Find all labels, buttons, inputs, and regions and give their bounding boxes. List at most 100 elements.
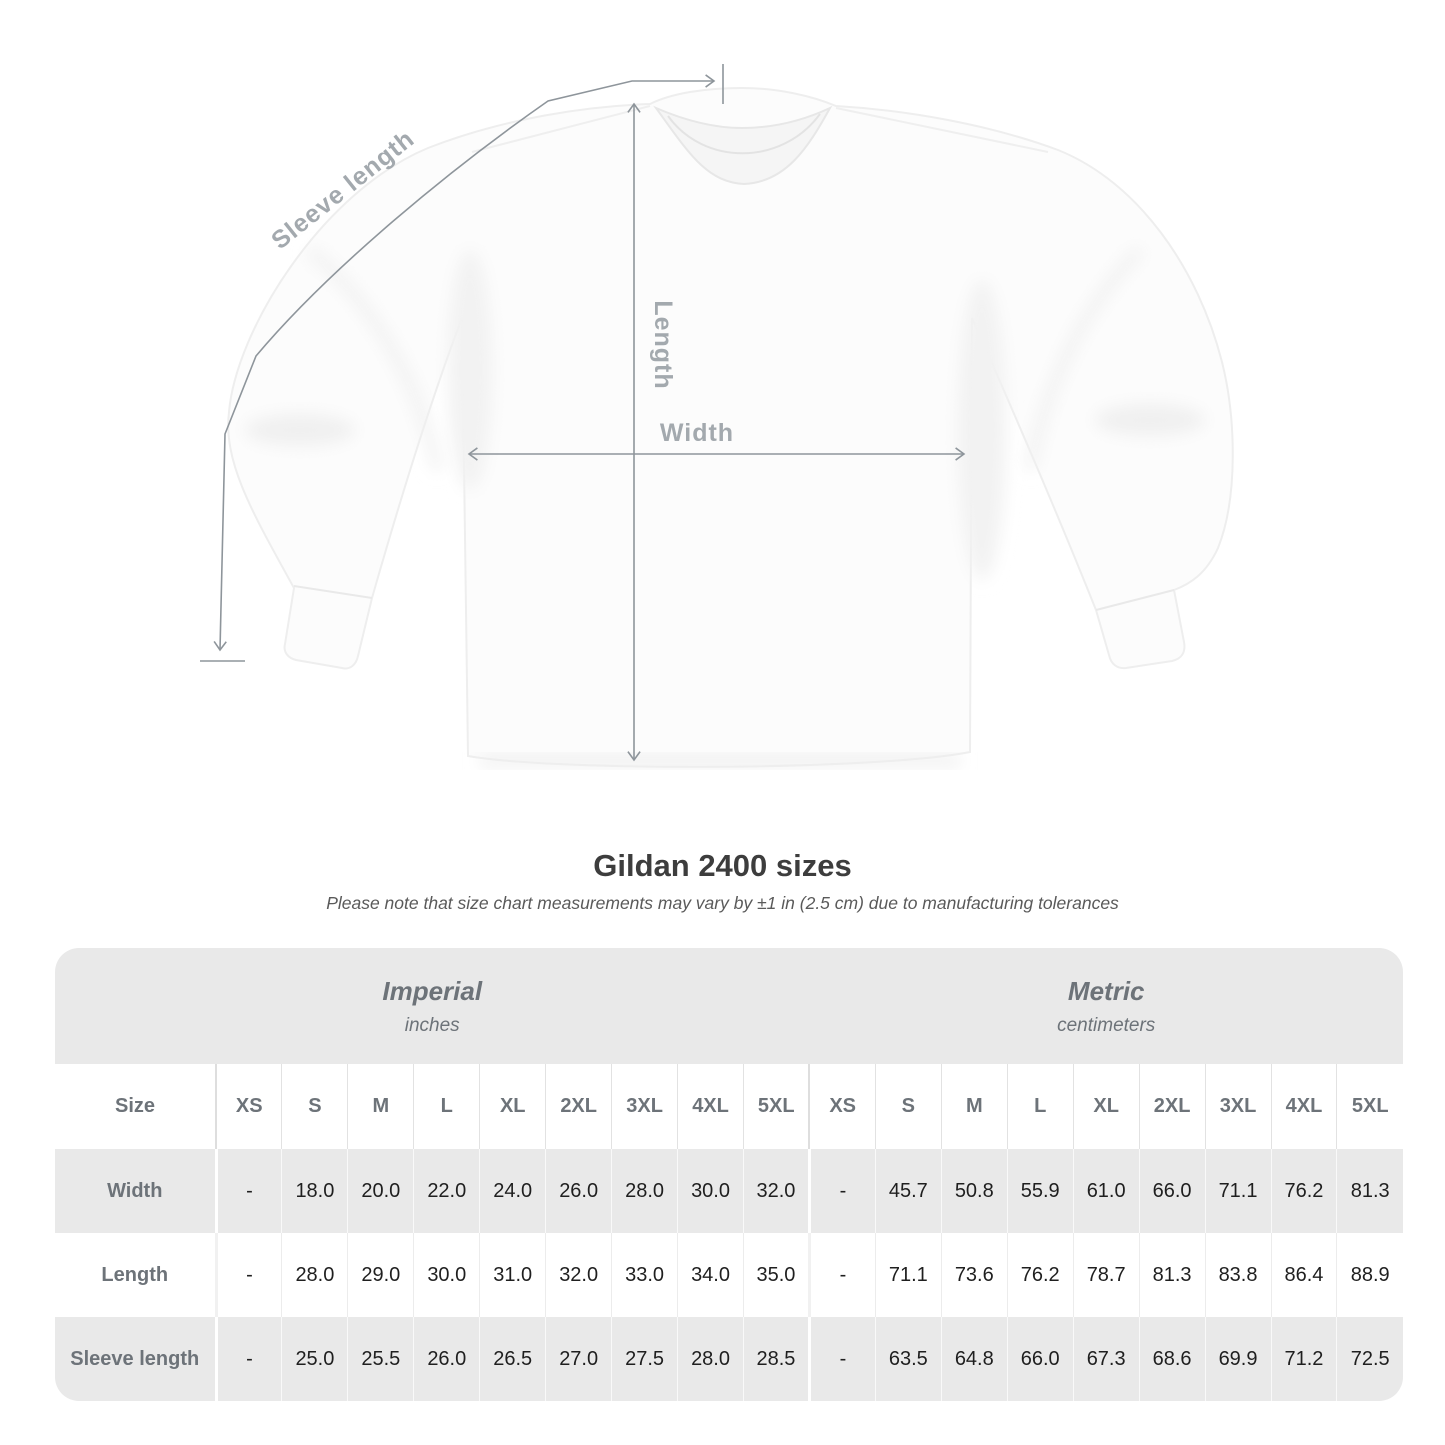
cell: 26.0	[413, 1317, 480, 1401]
length-label: Length	[649, 300, 677, 389]
cell: 35.0	[743, 1233, 810, 1317]
cell: 63.5	[874, 1317, 942, 1401]
cell: 61.0	[1072, 1149, 1140, 1233]
imperial-sublabel: inches	[404, 1014, 460, 1036]
metric-sublabel: centimeters	[1057, 1014, 1156, 1036]
shadow-right-elbow	[1095, 404, 1205, 436]
cell: 69.9	[1204, 1317, 1271, 1401]
cell: 64.8	[940, 1317, 1008, 1401]
unit-group-header-row: Imperial inches Metric centimeters	[55, 948, 1403, 1064]
cell: -	[214, 1317, 282, 1401]
size-header-imperial-xl: XL	[479, 1064, 546, 1149]
cell: 72.5	[1336, 1317, 1403, 1401]
size-header-imperial-4xl: 4XL	[677, 1064, 744, 1149]
cell: 55.9	[1006, 1149, 1074, 1233]
cell: 18.0	[281, 1149, 348, 1233]
cell: 31.0	[479, 1233, 546, 1317]
cell: 28.0	[611, 1149, 678, 1233]
cell: 78.7	[1072, 1233, 1140, 1317]
size-table: Imperial inches Metric centimeters Size …	[55, 948, 1403, 1401]
cell: 73.6	[940, 1233, 1008, 1317]
cell: 71.1	[874, 1233, 942, 1317]
cell: 27.5	[611, 1317, 678, 1401]
size-header-metric-4xl: 4XL	[1270, 1064, 1337, 1149]
shadow-left-elbow	[245, 414, 355, 446]
shadow-right-side	[958, 280, 1006, 580]
size-header-row: Size XS S M L XL 2XL 3XL 4XL 5XL XS S M …	[55, 1064, 1403, 1149]
shadow-hem	[480, 756, 960, 766]
size-header-imperial-m: M	[347, 1064, 414, 1149]
cell: 30.0	[413, 1233, 480, 1317]
cell: 81.3	[1336, 1149, 1403, 1233]
cell: 86.4	[1270, 1233, 1337, 1317]
cell: 22.0	[413, 1149, 480, 1233]
cell: 71.2	[1270, 1317, 1337, 1401]
cell: 26.5	[479, 1317, 546, 1401]
cell: 33.0	[611, 1233, 678, 1317]
table-row-width: Width - 18.0 20.0 22.0 24.0 26.0 28.0 30…	[55, 1149, 1403, 1233]
cell: 45.7	[874, 1149, 942, 1233]
row-label-width: Width	[55, 1149, 216, 1233]
cell: 29.0	[347, 1233, 414, 1317]
cell: 66.0	[1138, 1149, 1206, 1233]
shirt-measurement-diagram: Sleeve length Length Width	[200, 64, 1234, 768]
page-subtitle: Please note that size chart measurements…	[326, 893, 1119, 913]
cell: 81.3	[1138, 1233, 1206, 1317]
cell: 26.0	[545, 1149, 612, 1233]
size-header-imperial-5xl: 5XL	[743, 1064, 810, 1149]
cell: 30.0	[677, 1149, 744, 1233]
measurement-lines	[200, 64, 966, 762]
size-header-metric-xl: XL	[1072, 1064, 1140, 1149]
size-header-metric-3xl: 3XL	[1204, 1064, 1271, 1149]
cell: 32.0	[545, 1233, 612, 1317]
cell: -	[807, 1233, 876, 1317]
size-header-metric-s: S	[874, 1064, 942, 1149]
cell: -	[214, 1149, 282, 1233]
metric-label: Metric	[1067, 975, 1145, 1006]
group-header-metric: Metric centimeters	[809, 948, 1403, 1064]
cell: 25.0	[281, 1317, 348, 1401]
size-column-header: Size	[55, 1064, 216, 1149]
size-header-imperial-s: S	[281, 1064, 348, 1149]
row-label-sleeve-length: Sleeve length	[55, 1317, 216, 1401]
cell: 25.5	[347, 1317, 414, 1401]
cell: -	[214, 1233, 282, 1317]
size-header-imperial-xs: XS	[215, 1064, 282, 1149]
cell: 68.6	[1138, 1317, 1206, 1401]
size-header-metric-2xl: 2XL	[1138, 1064, 1206, 1149]
cell: -	[807, 1317, 876, 1401]
cell: 20.0	[347, 1149, 414, 1233]
size-table-container: Imperial inches Metric centimeters Size …	[55, 948, 1403, 1401]
cell: 24.0	[479, 1149, 546, 1233]
cell: 32.0	[743, 1149, 810, 1233]
cell: 28.5	[743, 1317, 810, 1401]
cell: 27.0	[545, 1317, 612, 1401]
sleeve-length-line	[213, 74, 716, 652]
size-header-metric-xs: XS	[808, 1064, 876, 1149]
size-header-metric-m: M	[940, 1064, 1008, 1149]
cell: 83.8	[1204, 1233, 1271, 1317]
right-cuff-seam	[1095, 589, 1175, 611]
cell: 76.2	[1270, 1149, 1337, 1233]
row-label-length: Length	[55, 1233, 216, 1317]
table-row-length: Length - 28.0 29.0 30.0 31.0 32.0 33.0 3…	[55, 1233, 1403, 1317]
cell: 66.0	[1006, 1317, 1074, 1401]
cell: 50.8	[940, 1149, 1008, 1233]
table-row-sleeve-length: Sleeve length - 25.0 25.5 26.0 26.5 27.0…	[55, 1317, 1403, 1401]
width-label: Width	[660, 419, 734, 447]
cell: 88.9	[1336, 1233, 1403, 1317]
group-header-imperial: Imperial inches	[55, 948, 810, 1064]
cell: 28.0	[677, 1317, 744, 1401]
cell: 76.2	[1006, 1233, 1074, 1317]
imperial-label: Imperial	[382, 975, 483, 1006]
page-title: Gildan 2400 sizes	[593, 848, 852, 883]
cell: -	[807, 1149, 876, 1233]
size-header-imperial-3xl: 3XL	[611, 1064, 678, 1149]
cell: 67.3	[1072, 1317, 1140, 1401]
size-header-metric-l: L	[1006, 1064, 1074, 1149]
cell: 28.0	[281, 1233, 348, 1317]
size-header-imperial-2xl: 2XL	[545, 1064, 612, 1149]
cell: 71.1	[1204, 1149, 1271, 1233]
shadow-right-sleeve-crease	[1025, 246, 1144, 471]
